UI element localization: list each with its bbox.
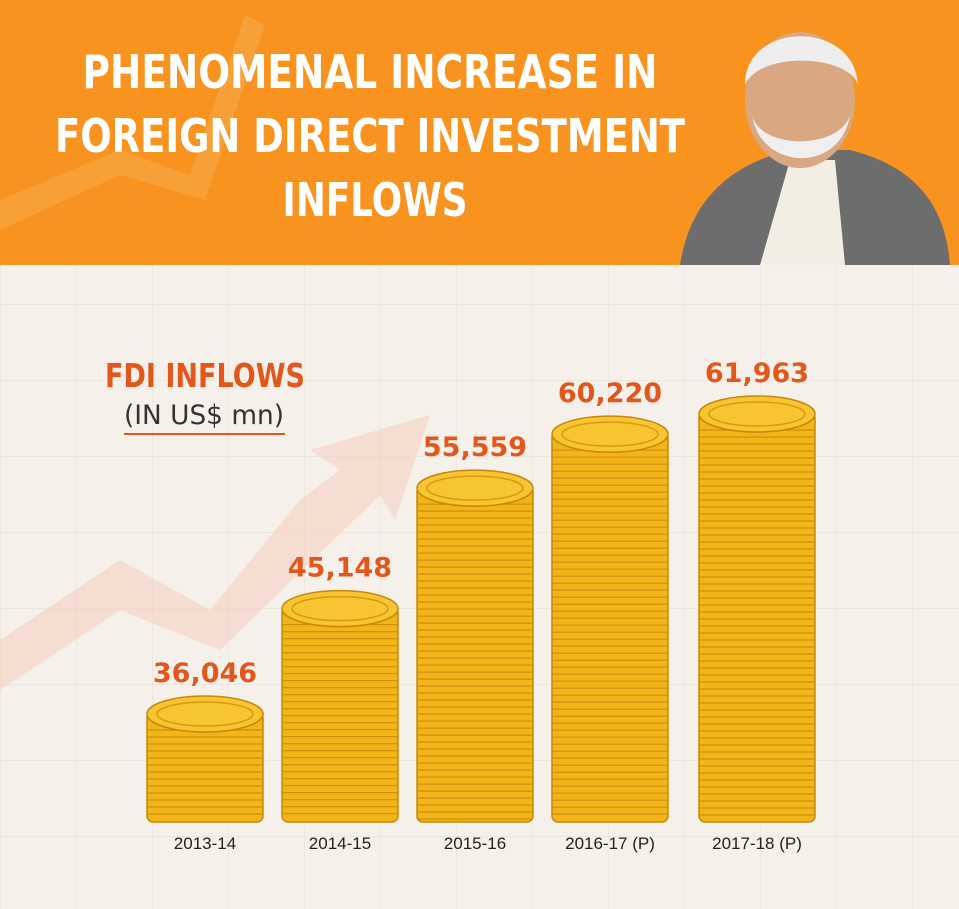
value-label: 36,046 — [153, 658, 257, 689]
arrow-decoration — [0, 415, 430, 690]
x-tick-label: 2015-16 — [444, 834, 506, 853]
bar — [416, 485, 534, 823]
bar — [551, 431, 669, 823]
chart-title: PHENOMENAL INCREASE IN — [83, 45, 658, 99]
unit-label: (IN US$ mn) — [124, 400, 284, 431]
x-tick-label: 2017-18 (P) — [712, 834, 802, 853]
value-label: 45,148 — [288, 553, 392, 584]
chart-title: FOREIGN DIRECT INVESTMENT — [55, 109, 685, 163]
coin-emblem — [156, 701, 254, 727]
value-label: 60,220 — [558, 378, 662, 409]
x-tick-label: 2016-17 (P) — [565, 834, 655, 853]
coin-emblem — [708, 401, 806, 427]
header-decoration — [0, 15, 265, 230]
x-tick-label: 2014-15 — [309, 834, 371, 853]
coin-stack — [416, 469, 534, 823]
chart-subtitle: FDI INFLOWS — [105, 356, 305, 395]
bar — [698, 411, 816, 823]
coin-emblem — [561, 421, 659, 447]
chart-title: INFLOWS — [283, 173, 468, 227]
coin-emblem — [291, 595, 389, 622]
coin-stack — [146, 695, 264, 823]
coin-stack — [698, 395, 816, 823]
coin-emblem — [426, 475, 524, 501]
value-label: 61,963 — [705, 358, 809, 389]
x-tick-label: 2013-14 — [174, 834, 236, 853]
coin-stack — [551, 415, 669, 823]
value-label: 55,559 — [423, 432, 527, 463]
portrait — [680, 32, 950, 265]
coin-stack — [281, 589, 399, 823]
